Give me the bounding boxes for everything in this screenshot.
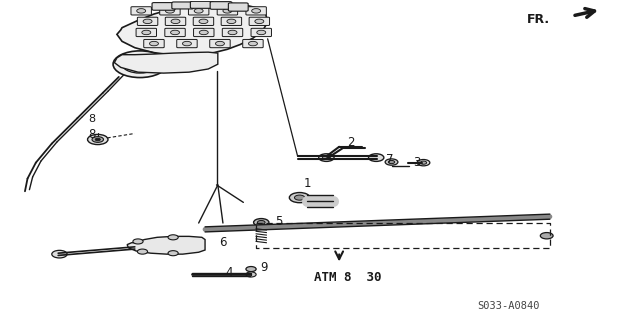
Circle shape xyxy=(294,195,305,200)
Text: FR.: FR. xyxy=(527,13,550,26)
Circle shape xyxy=(385,159,398,165)
Circle shape xyxy=(92,137,104,142)
Circle shape xyxy=(194,9,203,13)
FancyBboxPatch shape xyxy=(193,28,214,37)
Circle shape xyxy=(223,9,232,13)
Circle shape xyxy=(138,63,143,65)
Circle shape xyxy=(182,41,191,46)
FancyBboxPatch shape xyxy=(152,3,175,10)
Circle shape xyxy=(171,19,180,24)
Circle shape xyxy=(199,19,208,24)
Circle shape xyxy=(168,251,178,256)
Polygon shape xyxy=(127,236,205,254)
Circle shape xyxy=(319,154,334,161)
Polygon shape xyxy=(117,3,268,56)
FancyBboxPatch shape xyxy=(221,17,242,26)
Circle shape xyxy=(246,267,256,271)
FancyBboxPatch shape xyxy=(136,28,157,37)
Circle shape xyxy=(122,55,158,73)
Text: 7: 7 xyxy=(387,153,394,166)
Circle shape xyxy=(199,30,208,35)
Text: 9: 9 xyxy=(260,261,268,274)
FancyBboxPatch shape xyxy=(217,7,237,15)
Circle shape xyxy=(143,19,152,24)
FancyBboxPatch shape xyxy=(160,7,180,15)
Polygon shape xyxy=(115,52,218,73)
Text: ATM 8  30: ATM 8 30 xyxy=(314,271,381,284)
Circle shape xyxy=(252,9,260,13)
FancyBboxPatch shape xyxy=(251,28,271,37)
Circle shape xyxy=(257,220,265,224)
Text: 1: 1 xyxy=(303,177,311,190)
Text: 8: 8 xyxy=(88,114,95,123)
FancyBboxPatch shape xyxy=(249,17,269,26)
Text: 8: 8 xyxy=(88,128,96,141)
Circle shape xyxy=(166,9,174,13)
Text: 5: 5 xyxy=(275,215,282,228)
Text: S033-A0840: S033-A0840 xyxy=(477,300,540,311)
Circle shape xyxy=(228,30,237,35)
FancyBboxPatch shape xyxy=(165,17,186,26)
FancyBboxPatch shape xyxy=(228,3,248,11)
Circle shape xyxy=(253,219,269,226)
Circle shape xyxy=(246,272,256,277)
FancyBboxPatch shape xyxy=(190,1,213,8)
Circle shape xyxy=(52,250,67,258)
Text: 2: 2 xyxy=(347,136,355,149)
Circle shape xyxy=(142,30,151,35)
Circle shape xyxy=(113,51,167,78)
Circle shape xyxy=(417,160,430,166)
FancyBboxPatch shape xyxy=(210,2,232,9)
FancyBboxPatch shape xyxy=(246,7,266,15)
Circle shape xyxy=(255,19,264,24)
Circle shape xyxy=(420,161,427,164)
Circle shape xyxy=(216,41,225,46)
Circle shape xyxy=(323,156,330,160)
Circle shape xyxy=(257,30,266,35)
Circle shape xyxy=(133,239,143,244)
FancyBboxPatch shape xyxy=(243,40,263,48)
FancyBboxPatch shape xyxy=(177,40,197,48)
Circle shape xyxy=(388,160,395,164)
FancyBboxPatch shape xyxy=(188,7,209,15)
Circle shape xyxy=(137,9,146,13)
Circle shape xyxy=(248,41,257,46)
Text: 3: 3 xyxy=(413,156,420,169)
Circle shape xyxy=(88,134,108,145)
Circle shape xyxy=(540,233,553,239)
Text: 6: 6 xyxy=(219,235,227,249)
FancyBboxPatch shape xyxy=(165,28,185,37)
Circle shape xyxy=(369,154,384,161)
FancyBboxPatch shape xyxy=(222,28,243,37)
Text: 4: 4 xyxy=(225,266,232,279)
FancyBboxPatch shape xyxy=(210,40,230,48)
FancyBboxPatch shape xyxy=(144,40,164,48)
Circle shape xyxy=(227,19,236,24)
FancyBboxPatch shape xyxy=(193,17,214,26)
Circle shape xyxy=(95,138,100,141)
Circle shape xyxy=(168,235,178,240)
Circle shape xyxy=(289,193,310,203)
Circle shape xyxy=(171,30,179,35)
Circle shape xyxy=(150,41,159,46)
Circle shape xyxy=(132,60,148,68)
Circle shape xyxy=(138,249,148,254)
FancyBboxPatch shape xyxy=(131,7,152,15)
FancyBboxPatch shape xyxy=(138,17,158,26)
FancyBboxPatch shape xyxy=(172,2,193,9)
